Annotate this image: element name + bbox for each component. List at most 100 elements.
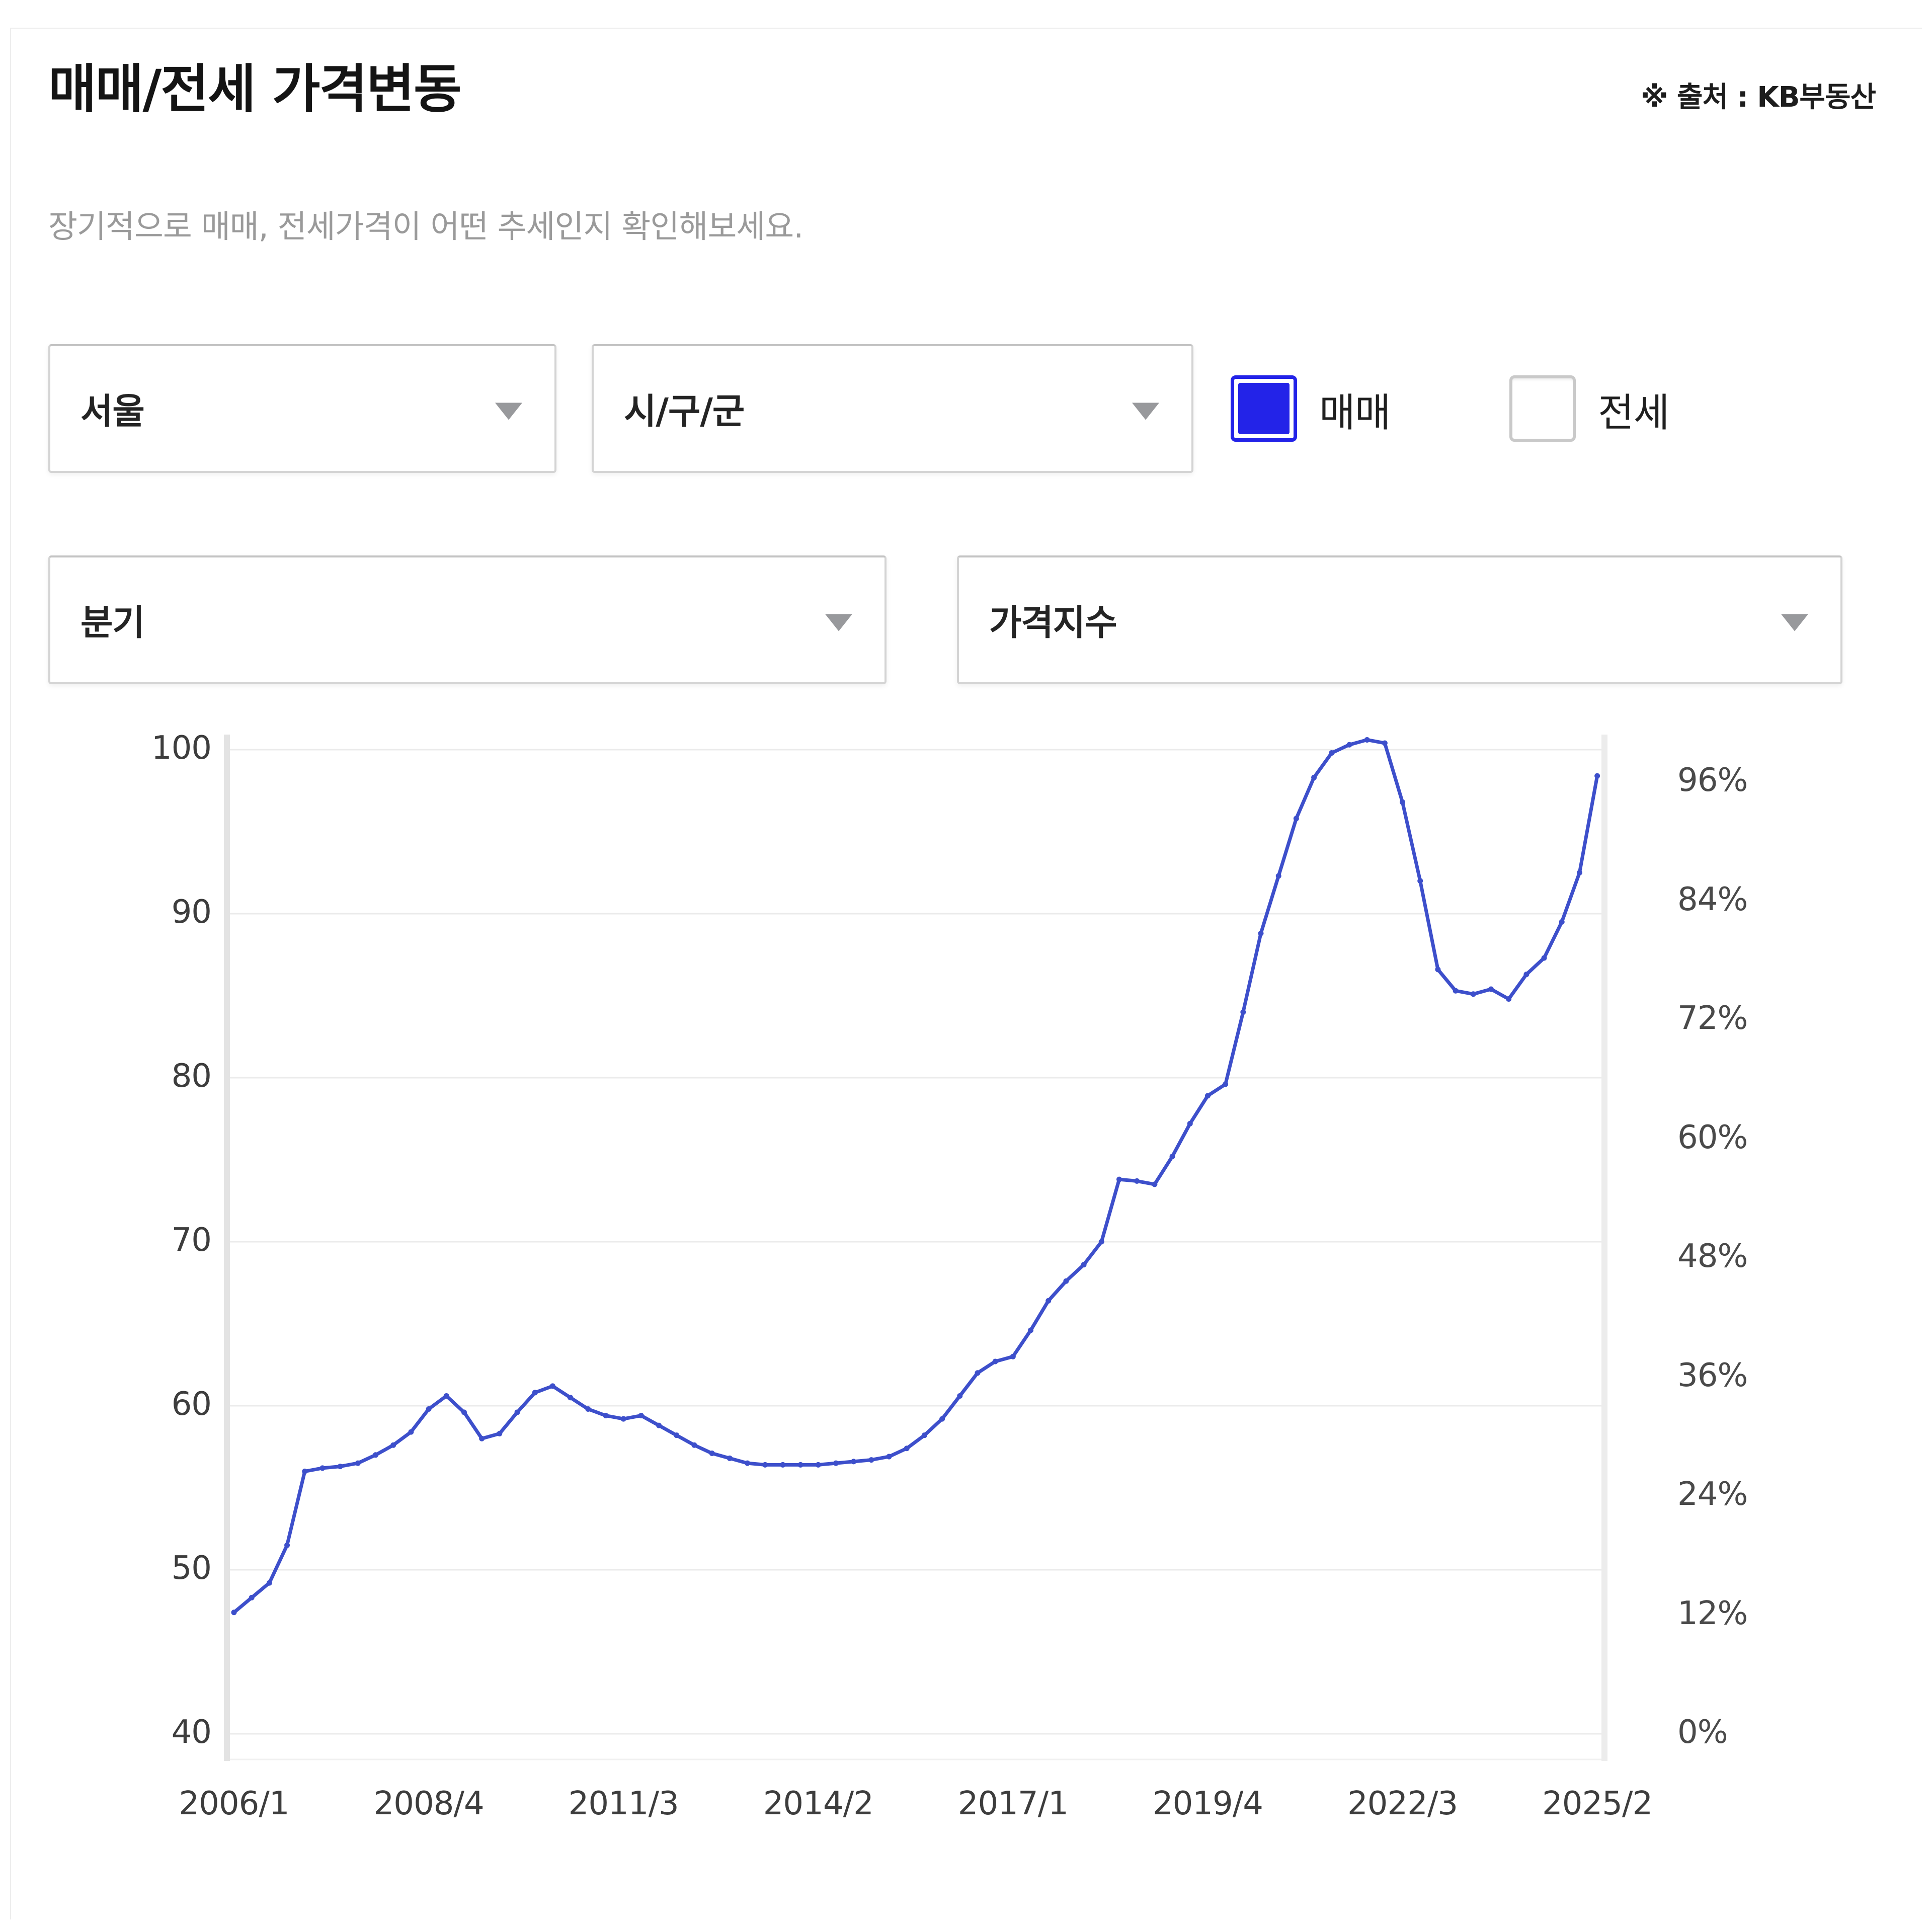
period-select[interactable]: 분기: [48, 555, 887, 684]
data-point: [337, 1464, 343, 1470]
price-index-line-chart: [224, 735, 1607, 1761]
x-axis-tick-2014/2: 2014/2: [763, 1785, 874, 1822]
x-axis-tick-2011/3: 2011/3: [568, 1785, 679, 1822]
data-point: [620, 1416, 626, 1422]
chevron-down-icon: [495, 403, 522, 420]
data-point: [319, 1465, 326, 1471]
data-point: [1098, 1239, 1104, 1245]
right-axis-tick-96%: 96%: [1677, 762, 1748, 799]
data-point: [1400, 799, 1406, 805]
data-point: [1081, 1262, 1087, 1268]
data-point: [691, 1442, 697, 1448]
data-point: [408, 1429, 414, 1435]
data-point: [1453, 988, 1459, 994]
data-point: [284, 1542, 290, 1548]
left-axis-tick-70: 70: [171, 1222, 212, 1259]
data-point: [1417, 878, 1423, 884]
data-point: [1470, 991, 1476, 997]
region-select-value: 서울: [80, 390, 145, 432]
right-axis-tick-12%: 12%: [1677, 1594, 1748, 1632]
right-axis-tick-48%: 48%: [1677, 1238, 1748, 1275]
data-point: [921, 1432, 927, 1438]
x-axis-tick-2022/3: 2022/3: [1347, 1785, 1458, 1822]
data-point: [833, 1460, 839, 1466]
jeonse-checkbox[interactable]: [1509, 375, 1576, 442]
data-point: [1559, 919, 1565, 925]
x-axis-tick-2006/1: 2006/1: [179, 1785, 289, 1822]
data-point: [868, 1457, 874, 1463]
data-point: [1594, 773, 1600, 779]
y-axis-bar-right: [1601, 735, 1607, 1761]
data-point: [975, 1370, 981, 1376]
right-axis-tick-72%: 72%: [1677, 1000, 1748, 1037]
card-left-border: [10, 28, 11, 1919]
data-point: [674, 1432, 680, 1438]
source-note: ※ 출처 : KB부동산: [1640, 81, 1876, 114]
data-point: [1435, 967, 1441, 973]
data-point: [249, 1594, 255, 1600]
data-point: [1010, 1353, 1016, 1359]
data-point: [1028, 1327, 1034, 1333]
data-point: [1364, 737, 1370, 743]
data-point: [1311, 774, 1317, 780]
data-point: [1523, 972, 1530, 978]
data-point: [1258, 930, 1264, 936]
left-axis-tick-80: 80: [171, 1058, 212, 1095]
data-point: [638, 1413, 644, 1419]
right-axis-tick-0%: 0%: [1677, 1714, 1728, 1751]
metric-select[interactable]: 가격지수: [957, 555, 1842, 684]
data-point: [231, 1610, 237, 1616]
right-axis-tick-60%: 60%: [1677, 1118, 1748, 1156]
data-point: [1506, 996, 1512, 1002]
left-axis-tick-40: 40: [171, 1714, 212, 1751]
data-point: [1116, 1176, 1122, 1182]
data-point: [568, 1395, 574, 1401]
page-subtitle: 장기적으로 매매, 전세가격이 어떤 추세인지 확인해보세요.: [48, 208, 803, 245]
data-point: [851, 1459, 857, 1465]
left-axis-tick-90: 90: [171, 894, 212, 931]
region-select[interactable]: 서울: [48, 344, 556, 473]
x-axis-tick-2008/4: 2008/4: [373, 1785, 485, 1822]
left-axis-tick-50: 50: [171, 1550, 212, 1587]
data-point: [302, 1468, 308, 1474]
data-point: [1063, 1278, 1069, 1284]
sale-checkbox-label: 매매: [1319, 390, 1391, 436]
x-axis-tick-2019/4: 2019/4: [1152, 1785, 1263, 1822]
data-point: [1223, 1081, 1229, 1087]
data-point: [1275, 873, 1281, 879]
data-point: [1134, 1178, 1140, 1184]
district-select[interactable]: 시/구/군: [592, 344, 1193, 473]
y-axis-bar-left: [224, 735, 230, 1761]
x-axis-tick-2017/1: 2017/1: [957, 1785, 1069, 1822]
period-select-value: 분기: [80, 602, 145, 644]
data-point: [426, 1406, 432, 1412]
jeonse-checkbox-label: 전세: [1598, 390, 1670, 436]
x-axis-tick-2025/2: 2025/2: [1542, 1785, 1653, 1822]
data-point: [727, 1455, 733, 1461]
data-point: [266, 1580, 272, 1586]
data-point: [373, 1452, 379, 1458]
data-point: [1329, 750, 1335, 756]
data-point: [762, 1462, 768, 1468]
sale-checkbox[interactable]: [1231, 375, 1297, 442]
chevron-down-icon: [825, 614, 852, 631]
data-point: [355, 1460, 361, 1466]
data-point: [1240, 1009, 1246, 1015]
data-point: [992, 1358, 998, 1364]
data-point: [1045, 1298, 1052, 1304]
data-point: [780, 1462, 786, 1468]
data-point: [514, 1409, 520, 1415]
data-point: [957, 1393, 963, 1399]
data-point: [497, 1430, 503, 1436]
chevron-down-icon: [1781, 614, 1808, 631]
data-point: [1152, 1181, 1158, 1187]
chevron-down-icon: [1132, 403, 1159, 420]
district-select-value: 시/구/군: [624, 390, 745, 432]
data-point: [886, 1454, 892, 1460]
metric-select-value: 가격지수: [989, 602, 1117, 644]
data-point: [1187, 1120, 1193, 1127]
sale-price-index-line: [232, 738, 1599, 1615]
right-axis-tick-36%: 36%: [1677, 1356, 1748, 1394]
left-axis-tick-60: 60: [171, 1386, 212, 1423]
data-point: [939, 1416, 945, 1422]
